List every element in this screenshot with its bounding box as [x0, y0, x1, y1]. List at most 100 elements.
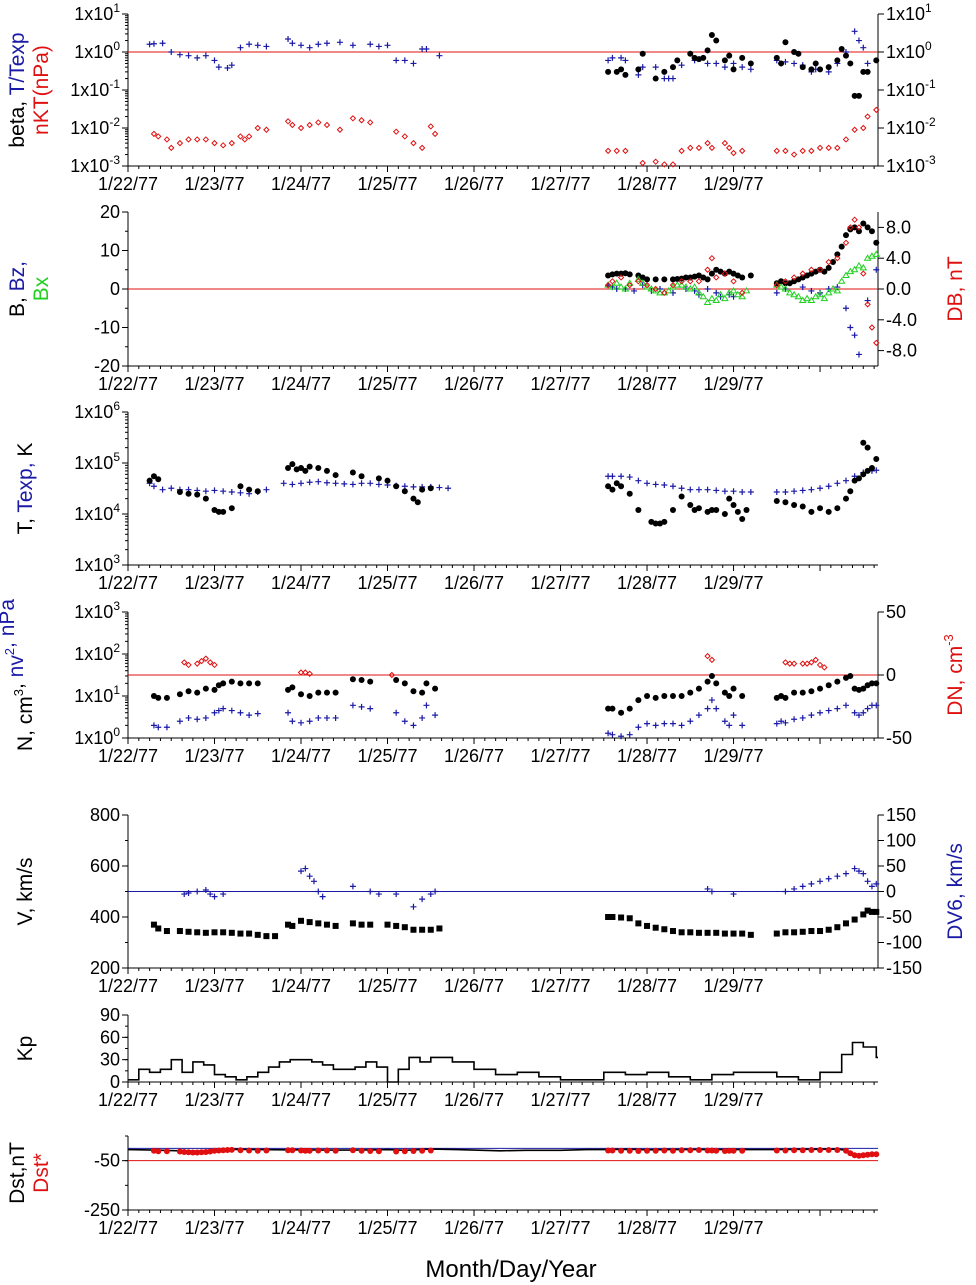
data-point	[847, 672, 854, 679]
x-tick-label: 1/24/77	[271, 1218, 331, 1238]
data-point	[713, 1147, 720, 1154]
data-point	[626, 731, 633, 738]
data-point	[855, 228, 862, 235]
data-point	[155, 1148, 162, 1155]
data-point	[713, 37, 720, 44]
data-point	[228, 707, 235, 714]
data-point	[730, 930, 737, 937]
data-point	[237, 1147, 244, 1154]
data-point	[842, 477, 849, 484]
data-point	[228, 62, 235, 69]
data-point	[392, 128, 400, 135]
data-point	[873, 702, 880, 709]
data-point	[682, 283, 690, 290]
data-point	[747, 931, 754, 938]
y-tick-label: 90	[100, 1005, 120, 1025]
data-point	[323, 714, 330, 721]
right-y-tick-label: 8.0	[886, 217, 911, 237]
data-point	[652, 1147, 659, 1154]
data-point	[795, 50, 802, 57]
data-point	[687, 1147, 694, 1154]
data-point	[323, 1147, 330, 1154]
data-point	[358, 1147, 365, 1154]
data-point	[652, 722, 659, 729]
data-point	[781, 285, 790, 292]
data-point	[414, 499, 421, 506]
data-point	[817, 928, 824, 935]
data-point	[613, 147, 620, 155]
data-point	[704, 678, 711, 685]
data-point	[726, 1147, 733, 1154]
data-point	[704, 266, 711, 273]
data-point	[713, 680, 720, 687]
data-point	[782, 694, 789, 701]
data-point	[834, 873, 841, 880]
data-point	[306, 463, 313, 470]
data-point	[743, 506, 750, 513]
data-point	[799, 64, 806, 71]
data-point	[635, 920, 642, 927]
x-tick-label: 1/27/77	[530, 573, 590, 593]
data-point	[868, 1151, 875, 1158]
right-y-tick-label: -50	[886, 907, 912, 927]
x-tick-label: 1/26/77	[444, 374, 504, 394]
x-tick-label: 1/26/77	[444, 573, 504, 593]
data-point	[298, 868, 305, 875]
data-point	[644, 720, 651, 727]
data-point	[237, 930, 244, 937]
data-point	[729, 286, 738, 294]
data-point	[189, 1149, 196, 1156]
data-point	[215, 508, 222, 515]
data-point	[868, 324, 876, 331]
data-point	[202, 52, 209, 59]
data-point	[773, 930, 780, 937]
panel-beta: 1/22/77 1/23/77 1/24/77 1/25/77 1/26/77 1/27/…	[6, 1, 936, 194]
data-point	[851, 92, 858, 99]
data-point	[202, 886, 209, 893]
data-point	[695, 1147, 702, 1154]
data-point	[410, 139, 417, 147]
data-point	[808, 287, 815, 294]
data-point	[791, 716, 798, 723]
data-point	[730, 60, 737, 67]
x-tick-label: 1/28/77	[617, 573, 677, 593]
data-point	[634, 275, 643, 282]
data-point	[349, 920, 356, 927]
x-tick-label: 1/24/77	[271, 746, 331, 766]
data-point	[206, 659, 214, 666]
data-point	[669, 64, 676, 71]
data-point	[237, 709, 244, 716]
data-point	[285, 921, 292, 928]
data-point	[708, 506, 715, 513]
series-red	[150, 106, 880, 168]
data-point	[851, 865, 858, 872]
y-tick-label: 1x101	[74, 1, 120, 24]
data-point	[652, 75, 659, 82]
data-point	[609, 278, 616, 285]
panel-n: 1/22/77 1/23/77 1/24/77 1/25/77 1/26/77 1/27/…	[0, 599, 967, 766]
data-point	[677, 281, 686, 288]
data-point	[842, 702, 849, 709]
right-y-tick-label: -100	[886, 933, 922, 953]
data-point	[315, 1147, 322, 1154]
data-point	[445, 485, 452, 492]
data-point	[644, 922, 651, 929]
data-point	[202, 929, 209, 936]
x-tick-label: 1/28/77	[617, 1218, 677, 1238]
x-tick-label: 1/27/77	[530, 976, 590, 996]
x-tick-label: 1/23/77	[184, 174, 244, 194]
x-tick-label: 1/29/77	[704, 573, 764, 593]
data-point	[635, 1148, 642, 1155]
data-point	[842, 870, 849, 877]
data-point	[349, 115, 357, 122]
data-point	[873, 1151, 880, 1158]
data-point	[851, 916, 858, 923]
data-point	[193, 660, 201, 667]
data-point	[825, 682, 832, 689]
data-point	[782, 499, 789, 506]
data-point	[306, 718, 313, 725]
data-point	[419, 1147, 426, 1154]
data-point	[674, 57, 681, 64]
y-axis-label: T, Texp, K	[14, 443, 37, 535]
